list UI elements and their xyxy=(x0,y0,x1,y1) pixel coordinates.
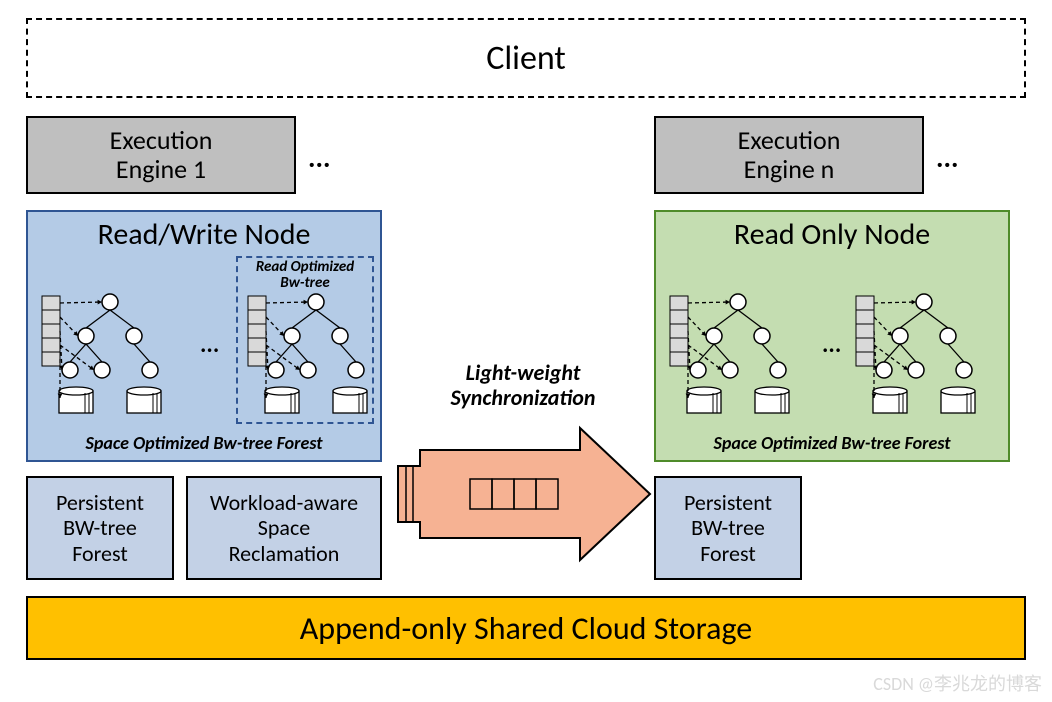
watermark: CSDN @李兆龙的博客 xyxy=(873,670,1042,696)
sync-arrow xyxy=(398,428,650,560)
diagram-canvas: Client Execution Engine 1 ... Execution … xyxy=(0,0,1052,702)
bw-trees xyxy=(42,294,975,413)
svg-overlay xyxy=(0,0,1052,702)
